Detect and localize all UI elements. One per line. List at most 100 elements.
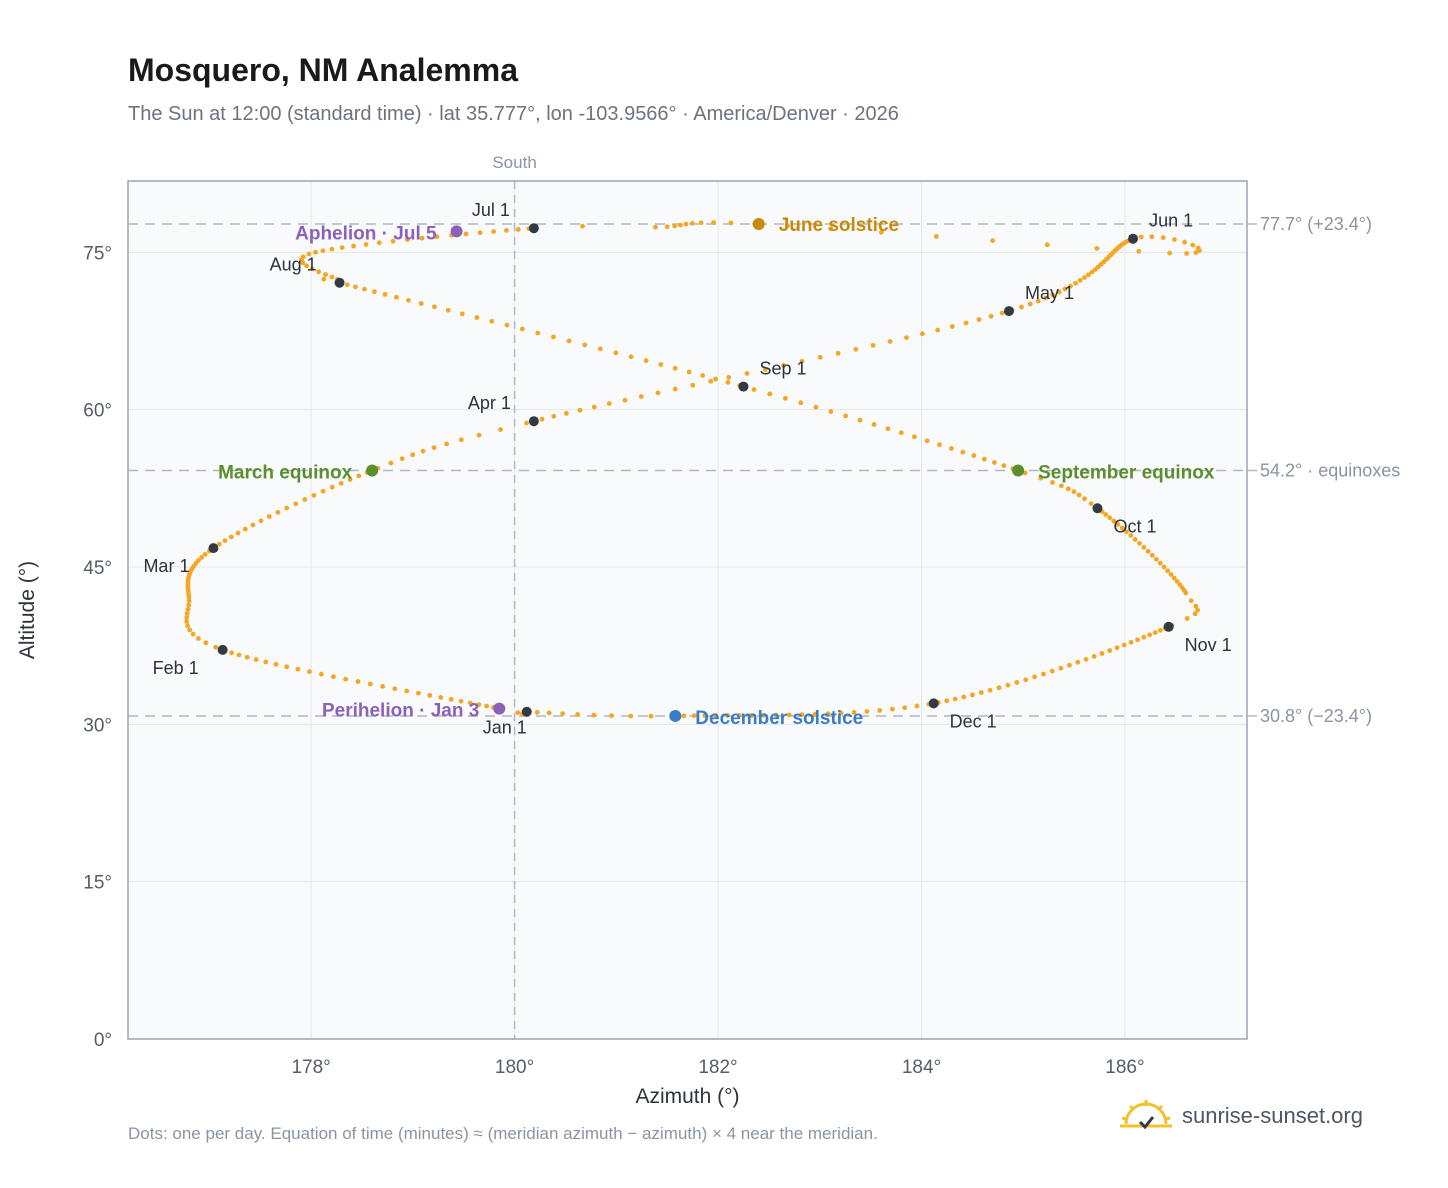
day-dot [546,710,552,716]
day-dot [1023,677,1029,683]
day-dot [1167,250,1173,256]
day-dot [999,310,1005,316]
day-dot [236,652,242,658]
event-label: Perihelion · Jan 3 [322,701,479,722]
month-marker-label: Feb 1 [153,658,199,678]
month-marker [528,223,539,234]
day-dot [1091,654,1097,659]
month-marker [521,706,532,717]
sun-logo-icon [1120,1100,1172,1130]
meridian-label: South [492,153,536,172]
day-dot [1103,512,1109,517]
day-dot [316,269,322,275]
day-dot [306,251,312,257]
day-dot [689,220,695,226]
day-dot [474,315,480,320]
day-dot [419,235,425,241]
day-dot [1062,286,1068,292]
day-dot [489,318,495,324]
day-dot [1149,234,1155,240]
day-dot [690,382,696,388]
day-dot [515,227,521,232]
day-dot [1076,492,1082,498]
day-dot [1160,235,1166,241]
day-dot [202,551,208,557]
day-dot [185,623,190,629]
day-dot [1035,298,1041,304]
day-dot [857,417,863,423]
day-dot [1149,552,1155,558]
day-dot [431,445,437,451]
day-dot [420,448,426,454]
month-marker [208,543,219,554]
day-dot [799,712,805,718]
day-dot [1157,627,1163,633]
day-dot [920,331,925,337]
x-axis-label: Azimuth (°) [635,1085,739,1108]
day-dot [448,696,454,702]
reference-line-label: 54.2° · equinoxes [1260,460,1400,480]
day-dot [458,698,464,704]
reference-line-label: 77.7° (+23.4°) [1260,214,1372,234]
x-tick-label: 180° [495,1057,534,1078]
day-dot [476,432,482,438]
day-dot [185,606,191,612]
day-dot [1171,575,1177,581]
day-dot [477,230,483,236]
day-dot [949,324,955,329]
day-dot [564,410,569,416]
day-dot [406,297,411,303]
day-dot [1137,540,1142,546]
day-dot [1083,656,1089,662]
day-dot [1086,272,1091,278]
day-dot [307,669,312,675]
x-tick-label: 186° [1105,1057,1144,1078]
day-dot [1172,237,1177,242]
day-dot [686,369,692,375]
brand-logo[interactable]: sunrise-sunset.org [1120,1098,1363,1134]
day-dot [351,243,356,249]
day-dot [591,404,597,410]
y-tick-label: 15° [83,873,112,894]
day-dot [935,327,941,333]
day-dot [184,615,190,620]
day-dot [293,501,299,507]
day-dot [1132,537,1138,542]
day-dot [786,712,792,718]
day-dot [711,220,716,225]
day-dot [933,233,939,239]
day-dot [229,650,234,656]
day-dot [263,659,269,665]
month-marker [1003,306,1014,317]
day-dot [1152,630,1158,635]
day-dot [1038,475,1043,481]
day-dot [628,713,634,719]
day-dot [1128,639,1134,645]
day-dot [664,224,670,230]
day-dot [725,379,731,385]
day-dot [609,713,615,719]
day-dot [799,358,805,364]
day-dot [184,610,190,616]
month-marker [528,416,539,427]
day-dot [534,709,540,715]
day-dot [1094,246,1100,251]
day-dot [1089,269,1095,275]
day-dot [785,223,790,229]
day-dot [782,395,788,401]
x-tick-label: 178° [291,1057,330,1078]
event-markers: June solstice December solstice March equi… [218,215,1215,729]
day-dot [1050,480,1055,485]
day-dot [410,452,416,458]
month-marker-label: Jun 1 [1149,211,1193,231]
day-dot [388,460,394,466]
y-tick-label: 60° [83,401,112,422]
month-marker [1163,621,1174,632]
day-dot [912,434,917,440]
month-markers: Jan 1 Feb 1 Mar 1 Apr 1 May 1 Jun 1 Jul 1 Aug 1… [143,200,1231,738]
day-dot [186,598,192,604]
day-dot [904,335,909,341]
day-dot [551,334,556,340]
day-dot [184,619,190,624]
day-dot [767,391,773,397]
